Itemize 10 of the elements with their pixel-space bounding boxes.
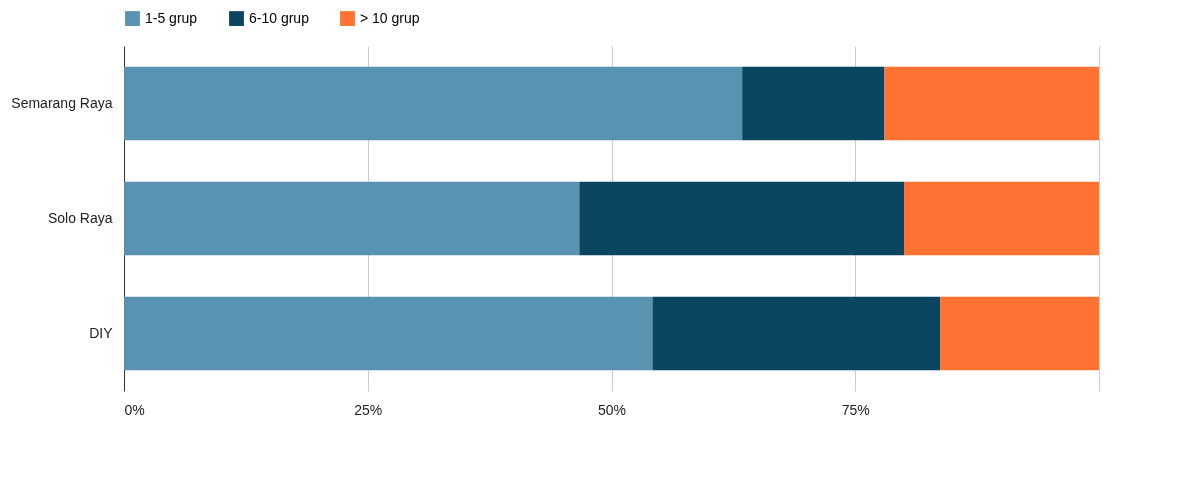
y-tick-label: DIY [89, 324, 114, 341]
y-tick-label: Semarang Raya [11, 94, 113, 111]
x-tick-label: 50% [597, 401, 627, 418]
x-tick-label: 25% [354, 401, 383, 418]
legend-label: > 10 grup [360, 9, 420, 26]
x-tick-label: 0% [124, 401, 145, 418]
x-tick-label: 75% [841, 401, 870, 418]
y-tick-label: Solo Raya [47, 209, 113, 226]
legend-label: 1-5 grup [145, 9, 198, 26]
legend-label: 6-10 grup [249, 9, 310, 26]
